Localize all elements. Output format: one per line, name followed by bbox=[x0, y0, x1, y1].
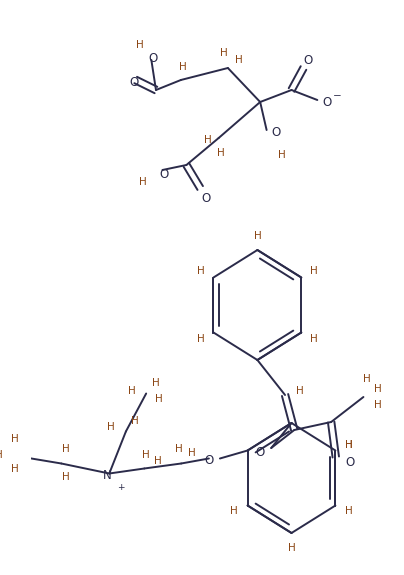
Text: H: H bbox=[345, 439, 353, 450]
Text: H: H bbox=[0, 450, 2, 461]
Text: H: H bbox=[310, 266, 318, 277]
Text: H: H bbox=[230, 507, 238, 516]
Text: H: H bbox=[375, 384, 382, 394]
Text: O: O bbox=[271, 126, 280, 140]
Text: H: H bbox=[375, 400, 382, 410]
Text: H: H bbox=[288, 543, 295, 553]
Text: H: H bbox=[345, 507, 353, 516]
Text: H: H bbox=[235, 55, 243, 65]
Text: H: H bbox=[278, 150, 286, 160]
Text: H: H bbox=[179, 62, 187, 72]
Text: H: H bbox=[128, 386, 135, 397]
Text: H: H bbox=[131, 416, 139, 427]
Text: N: N bbox=[103, 469, 112, 482]
Text: O: O bbox=[256, 447, 265, 459]
Text: H: H bbox=[11, 465, 19, 474]
Text: H: H bbox=[310, 334, 318, 343]
Text: H: H bbox=[197, 334, 204, 343]
Text: H: H bbox=[217, 148, 224, 158]
Text: H: H bbox=[152, 378, 159, 389]
Text: H: H bbox=[62, 444, 70, 454]
Text: O: O bbox=[204, 454, 213, 467]
Text: −: − bbox=[333, 91, 342, 101]
Text: H: H bbox=[197, 266, 204, 277]
Text: H: H bbox=[139, 177, 147, 187]
Text: O: O bbox=[345, 455, 354, 469]
Text: O: O bbox=[129, 75, 139, 89]
Text: H: H bbox=[155, 394, 163, 404]
Text: H: H bbox=[363, 374, 371, 384]
Text: H: H bbox=[204, 135, 211, 145]
Text: H: H bbox=[11, 435, 19, 444]
Text: H: H bbox=[220, 48, 228, 58]
Text: O: O bbox=[149, 52, 158, 64]
Text: H: H bbox=[107, 423, 115, 432]
Text: H: H bbox=[345, 439, 353, 450]
Text: O: O bbox=[303, 53, 313, 67]
Text: +: + bbox=[117, 483, 124, 492]
Text: H: H bbox=[254, 231, 261, 241]
Text: H: H bbox=[142, 450, 150, 459]
Text: H: H bbox=[188, 448, 196, 458]
Text: H: H bbox=[175, 444, 183, 454]
Text: O: O bbox=[160, 167, 169, 181]
Text: H: H bbox=[62, 473, 70, 482]
Text: O: O bbox=[201, 191, 210, 205]
Text: H: H bbox=[137, 40, 144, 50]
Text: H: H bbox=[296, 386, 304, 396]
Text: H: H bbox=[154, 455, 162, 466]
Text: O: O bbox=[322, 95, 331, 109]
